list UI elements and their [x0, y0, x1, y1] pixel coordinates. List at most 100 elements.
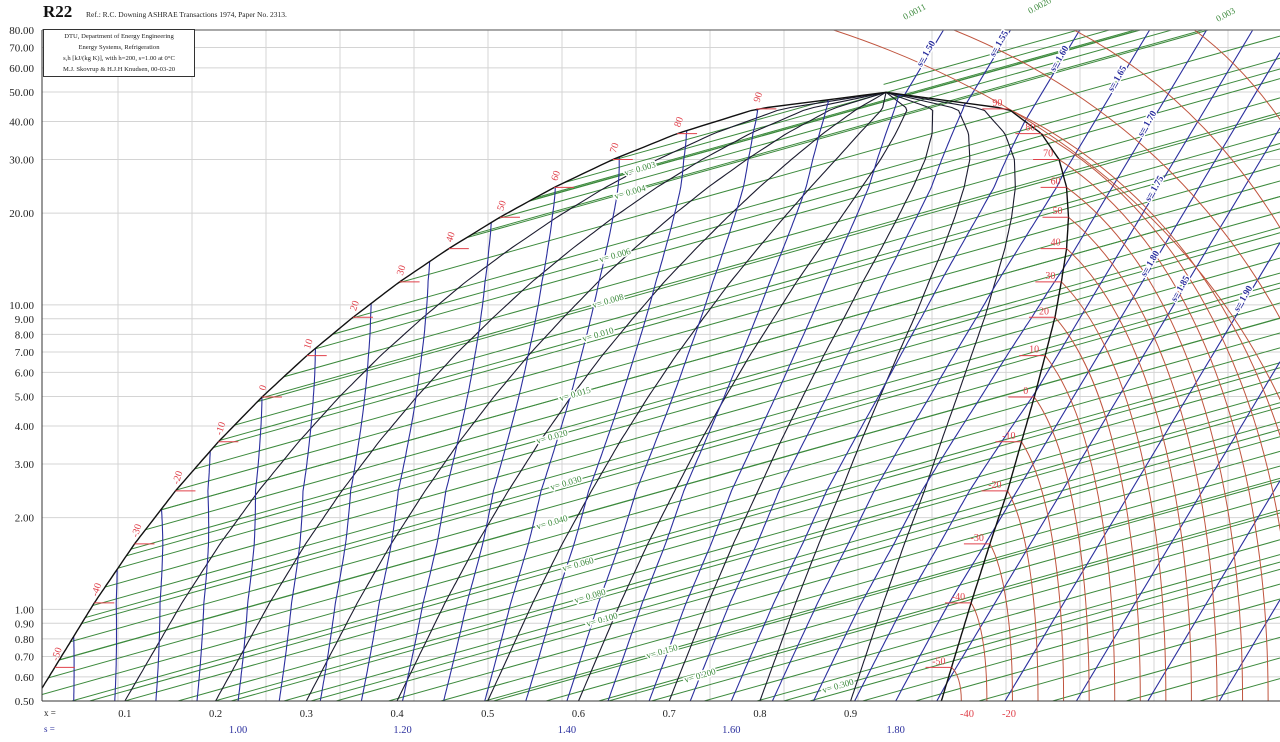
- entropy-label: 1.20: [393, 725, 411, 736]
- vapor-temperature-label: -30: [971, 533, 984, 544]
- quality-prefix: x =: [44, 708, 56, 718]
- isotherm-line: [833, 30, 1280, 401]
- y-tick-label: 10.00: [9, 300, 34, 312]
- y-tick-label: 6.00: [15, 367, 35, 379]
- y-tick-label: 9.00: [15, 314, 35, 326]
- vapor-temperature-label: 0: [1023, 386, 1028, 397]
- liquid-temperature-label: -40: [90, 582, 105, 598]
- liquid-temperature-label: 70: [608, 142, 622, 155]
- info-line: s,h [kJ/(kg K)], with h=200, s=1.00 at 0…: [63, 55, 175, 62]
- isochore-line: [42, 287, 1280, 636]
- vapor-temperature-label: 80: [1025, 123, 1035, 134]
- vapor-temperature-label: 20: [1039, 306, 1049, 317]
- quality-line: [215, 91, 887, 701]
- vapor-temperature-label: 40: [1051, 238, 1061, 249]
- isochore-line: [42, 272, 1280, 621]
- info-line: Energy Systems, Refrigeration: [78, 44, 160, 51]
- isochore-line: [42, 148, 1280, 496]
- isentrope-label: s= 1.70: [1136, 109, 1159, 139]
- isochore-line: [310, 429, 1280, 701]
- vapor-temperature-label: -10: [1002, 431, 1015, 442]
- isentrope-line: [360, 261, 431, 701]
- chart-title: R22: [43, 2, 73, 21]
- liquid-temperature-label: 80: [672, 116, 686, 129]
- y-tick-label: 40.00: [9, 117, 34, 129]
- isentrope-line: [1147, 480, 1280, 701]
- isochore-label: v= 0.040: [535, 513, 569, 532]
- isochore-line: [42, 143, 1280, 491]
- isentrope-line: [566, 108, 759, 701]
- y-tick-label: 0.80: [15, 634, 35, 646]
- top-isochore-label: 0.0020: [1026, 0, 1053, 16]
- isentrope-line: [813, 30, 1208, 701]
- isentrope-line: [319, 303, 372, 701]
- y-tick-label: 20.00: [9, 208, 34, 220]
- isentrope-label: s= 1.80: [1139, 249, 1162, 279]
- quality-line: [487, 92, 887, 701]
- isochore-line: [214, 402, 1280, 701]
- info-line: DTU, Department of Energy Engineering: [64, 33, 174, 40]
- vapor-temperature-label: 10: [1029, 345, 1039, 356]
- isochore-label: v= 0.150: [645, 642, 679, 661]
- liquid-temperature-label: 50: [495, 199, 509, 212]
- isochore-label: v= 0.300: [821, 676, 855, 695]
- isochore-line: [545, 495, 1280, 701]
- y-tick-label: 0.50: [15, 696, 35, 708]
- isotherm-line: [1041, 133, 1280, 533]
- isochore-line: [493, 480, 1280, 701]
- vapor-temperature-label: -50: [932, 656, 945, 667]
- isentrope-line: [114, 569, 118, 701]
- isochore-line: [704, 539, 1280, 701]
- isochore-line: [42, 257, 1280, 606]
- quality-label: 0.6: [572, 709, 585, 720]
- liquid-temperature-label: -50: [50, 646, 65, 662]
- isochore-line: [42, 30, 1136, 337]
- isochore-line: [42, 317, 1280, 666]
- isochore-line: [484, 477, 1280, 701]
- isentrope-line: [854, 30, 1254, 701]
- y-tick-label: 2.00: [15, 513, 35, 525]
- liquid-temperature-label: 90: [752, 91, 766, 104]
- isentrope-label: s= 1.85: [1170, 274, 1193, 304]
- isotherm-line: [1044, 355, 1116, 701]
- isentrope-line: [401, 222, 492, 701]
- top-isochore-label: 0.0011: [901, 1, 927, 21]
- y-tick-label: 50.00: [9, 87, 34, 99]
- liquid-temperature-label: -10: [214, 421, 229, 437]
- isochore-label: v= 0.015: [558, 385, 592, 404]
- info-box: DTU, Department of Energy Engineering En…: [43, 29, 195, 77]
- entropy-label: 1.60: [722, 725, 740, 736]
- y-tick-label: 0.60: [15, 672, 35, 684]
- quality-line: [850, 91, 1016, 701]
- isochore-line: [1126, 657, 1280, 701]
- y-tick-label: 30.00: [9, 155, 34, 167]
- y-tick-label: 8.00: [15, 329, 35, 341]
- isochore-line: [915, 598, 1280, 701]
- isochore-line: [336, 436, 1280, 701]
- isochore-line: [756, 554, 1280, 701]
- isochore-line: [440, 465, 1280, 701]
- saturation-dome: [42, 91, 1070, 701]
- isentrope-line: [648, 30, 944, 701]
- isochore-line: [42, 180, 1280, 529]
- quality-label: 0.1: [118, 709, 131, 720]
- isochore-line: [388, 450, 1280, 701]
- quality-label: 0.7: [663, 709, 676, 720]
- entropy-label: 1.80: [887, 725, 905, 736]
- isentrope-line: [443, 186, 556, 701]
- isochore-label: v= 0.010: [581, 325, 615, 344]
- isochore-line: [42, 30, 1110, 330]
- isentrope-line: [1218, 599, 1280, 701]
- isotherm-line: [953, 30, 1280, 320]
- isentrope-line: [196, 451, 211, 701]
- isotherm-line: [1033, 396, 1090, 701]
- vapor-temperature-label: -40: [952, 592, 965, 603]
- isochore-line: [978, 616, 1280, 701]
- liquid-temperature-label: 0: [257, 384, 269, 392]
- isotherm-line: [1054, 316, 1141, 701]
- isentrope-line: [484, 156, 620, 701]
- isentrope-line: [895, 52, 1280, 701]
- isotherm-line: [1066, 248, 1192, 701]
- isochore-line: [608, 512, 1280, 701]
- isochore-line: [42, 78, 1280, 426]
